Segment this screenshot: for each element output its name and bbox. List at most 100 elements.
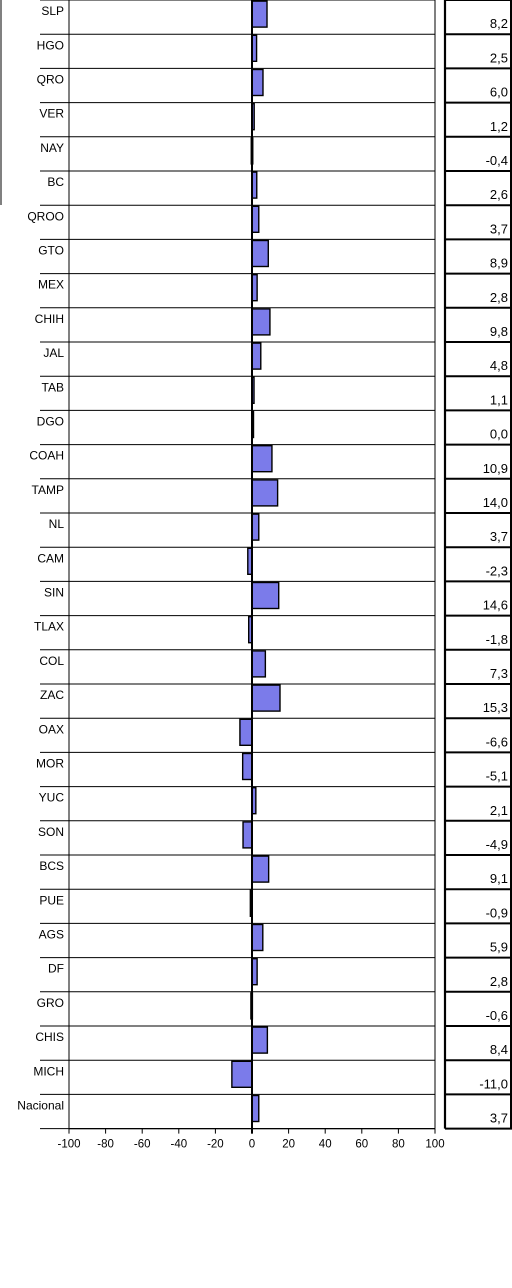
value-label: 5,9 bbox=[490, 940, 508, 955]
x-tick-label: 100 bbox=[425, 1139, 444, 1151]
x-tick-label: -20 bbox=[207, 1139, 224, 1151]
bar bbox=[251, 513, 260, 541]
x-tick-label: 40 bbox=[319, 1139, 332, 1151]
category-label: SON bbox=[38, 825, 64, 839]
row-gridlines bbox=[0, 0, 512, 1130]
x-tick-label: -80 bbox=[97, 1139, 114, 1151]
category-label: QROO bbox=[27, 209, 64, 223]
value-label: 2,6 bbox=[490, 187, 508, 202]
value-label: 4,8 bbox=[490, 358, 508, 373]
bar bbox=[251, 650, 267, 678]
value-label: 8,2 bbox=[490, 16, 508, 31]
value-label: 15,3 bbox=[483, 700, 508, 715]
category-label: YUC bbox=[39, 791, 65, 805]
value-label: 0,0 bbox=[490, 427, 508, 442]
category-label: GRO bbox=[37, 996, 64, 1010]
category-label: ZAC bbox=[40, 688, 64, 702]
category-label: BC bbox=[47, 175, 64, 189]
value-label: 1,2 bbox=[490, 119, 508, 134]
category-label: CHIS bbox=[35, 1030, 64, 1044]
bar bbox=[241, 752, 253, 781]
category-label: HGO bbox=[37, 38, 64, 52]
value-label: 8,4 bbox=[490, 1042, 508, 1057]
bar bbox=[251, 1026, 269, 1054]
x-tick-label: -40 bbox=[170, 1139, 187, 1151]
bar bbox=[251, 855, 270, 883]
category-label: NL bbox=[49, 517, 65, 531]
bar bbox=[239, 718, 253, 746]
x-tick-label: 20 bbox=[282, 1139, 295, 1151]
category-label: CAM bbox=[37, 551, 64, 565]
bar bbox=[251, 581, 280, 610]
bar bbox=[251, 923, 264, 952]
value-label: 7,3 bbox=[490, 666, 508, 681]
bar bbox=[242, 821, 253, 849]
category-label: VER bbox=[39, 107, 64, 121]
value-label: 8,9 bbox=[490, 256, 508, 271]
category-label: JAL bbox=[43, 346, 64, 360]
category-label: TAMP bbox=[32, 483, 64, 497]
category-label: DGO bbox=[37, 415, 64, 429]
value-label: -0,4 bbox=[486, 153, 508, 168]
category-label: MOR bbox=[36, 757, 64, 771]
value-label: 2,5 bbox=[490, 50, 508, 65]
bar bbox=[251, 342, 262, 370]
category-label: GTO bbox=[38, 244, 64, 258]
bar bbox=[251, 1094, 260, 1123]
category-labels: SLP HGO QRO VER NAY BC QROO GTO MEX CHIH JAL TAB DGO… bbox=[17, 4, 64, 1112]
value-label: 2,8 bbox=[490, 290, 508, 305]
value-label: 14,6 bbox=[483, 598, 508, 613]
bar bbox=[251, 0, 268, 28]
value-label: 6,0 bbox=[490, 85, 508, 100]
bar bbox=[251, 308, 271, 336]
value-label: -11,0 bbox=[479, 1076, 508, 1091]
category-label: COL bbox=[39, 654, 64, 668]
value-label: 3,7 bbox=[490, 529, 508, 544]
value-label: -2,3 bbox=[486, 563, 508, 578]
value-label: 9,1 bbox=[490, 871, 508, 886]
x-tick-label: -60 bbox=[134, 1139, 151, 1151]
value-label: -0,9 bbox=[486, 905, 508, 920]
category-label: SIN bbox=[44, 586, 64, 600]
bar bbox=[251, 684, 281, 712]
value-label: 2,1 bbox=[490, 803, 508, 818]
value-label: 14,0 bbox=[483, 495, 508, 510]
category-label: TAB bbox=[42, 380, 64, 394]
value-table: 8,2 2,5 6,0 1,2 -0,4 2,6 3,7 8,9 2,8 9,8 4,8 1,1 0,0… bbox=[479, 16, 508, 1125]
value-label: 2,8 bbox=[490, 974, 508, 989]
category-label: Nacional bbox=[17, 1099, 64, 1113]
category-label: NAY bbox=[40, 141, 64, 155]
value-label: 9,8 bbox=[490, 324, 508, 339]
value-label: -4,9 bbox=[486, 837, 508, 852]
category-label: COAH bbox=[29, 449, 64, 463]
x-tick-label: 0 bbox=[249, 1139, 255, 1151]
value-label: -6,6 bbox=[486, 734, 508, 749]
value-label: 3,7 bbox=[490, 1111, 508, 1126]
bar bbox=[251, 479, 279, 507]
category-label: OAX bbox=[39, 722, 64, 736]
x-tick-label: -100 bbox=[57, 1139, 80, 1151]
category-label: DF bbox=[48, 962, 64, 976]
value-label: 3,7 bbox=[490, 221, 508, 236]
category-label: QRO bbox=[37, 73, 64, 87]
category-label: PUE bbox=[39, 893, 64, 907]
bar bbox=[251, 445, 273, 473]
category-label: MEX bbox=[38, 278, 64, 292]
value-label: -1,8 bbox=[486, 632, 508, 647]
bar bbox=[251, 68, 264, 97]
category-label: BCS bbox=[39, 859, 64, 873]
category-label: TLAX bbox=[34, 620, 64, 634]
bar bbox=[251, 239, 269, 268]
bar bbox=[231, 1060, 253, 1089]
x-tick-label: 60 bbox=[355, 1139, 368, 1151]
value-label: -5,1 bbox=[486, 769, 508, 784]
bar bbox=[251, 205, 260, 234]
category-label: CHIH bbox=[35, 312, 64, 326]
category-label: AGS bbox=[39, 928, 64, 942]
value-label: 10,9 bbox=[483, 461, 508, 476]
value-label: 1,1 bbox=[490, 392, 508, 407]
category-label: MICH bbox=[33, 1064, 64, 1078]
category-label: SLP bbox=[41, 4, 64, 18]
x-tick-label: 80 bbox=[392, 1139, 405, 1151]
